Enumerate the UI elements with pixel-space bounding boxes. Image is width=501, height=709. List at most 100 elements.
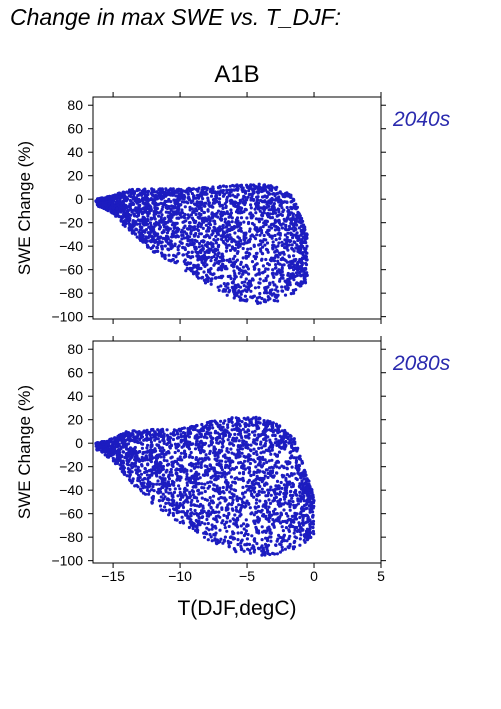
scatter-point [206, 209, 210, 213]
scatter-point [200, 248, 205, 252]
scatter-point [101, 197, 105, 201]
scatter-point [254, 415, 258, 419]
scatter-point [182, 468, 186, 472]
scatter-point [221, 274, 225, 278]
scatter-point [214, 257, 219, 261]
scatter-point [252, 519, 257, 523]
scatter-point [182, 246, 186, 250]
scatter-point [272, 259, 277, 263]
scatter-point [149, 440, 153, 444]
scatter-point [215, 436, 219, 441]
scatter-point [135, 206, 139, 210]
scatter-point [272, 498, 277, 502]
scatter-point [197, 515, 201, 520]
scatter-point [209, 506, 213, 510]
scatter-point [221, 437, 225, 441]
scatter-point [178, 213, 182, 217]
scatter-point [179, 230, 183, 234]
scatter-point [283, 293, 288, 297]
scatter-point [224, 460, 228, 464]
scatter-point [246, 195, 250, 199]
scatter-point [107, 196, 111, 200]
scatter-point [249, 192, 253, 196]
scatter-point [254, 465, 258, 469]
scatter-point [216, 232, 220, 236]
scatter-point [247, 542, 252, 547]
scatter-point [158, 219, 162, 223]
scatter-point [298, 515, 302, 520]
scatter-point [284, 526, 288, 530]
scatter-point [238, 298, 242, 302]
scatter-point [223, 288, 228, 292]
scatter-point [219, 189, 223, 193]
scatter-point [299, 510, 303, 514]
scatter-point [165, 192, 169, 196]
scatter-point [172, 225, 176, 230]
scatter-point [283, 227, 287, 231]
scatter-point [179, 495, 183, 499]
scatter-point [209, 535, 213, 539]
scatter-point [176, 248, 180, 252]
scatter-point [144, 210, 149, 214]
scatter-point [263, 482, 267, 486]
scatter-point [275, 214, 279, 218]
scatter-point [183, 224, 187, 228]
scatter-point [247, 502, 251, 506]
scatter-point [188, 221, 192, 225]
scatter-point [303, 275, 307, 279]
scatter-point [184, 269, 188, 273]
scatter-point [290, 199, 294, 204]
scatter-point [202, 473, 207, 477]
scatter-point [143, 201, 147, 205]
y-tick-label: −80 [59, 285, 83, 301]
scatter-point [182, 490, 186, 494]
scatter-point [283, 428, 287, 433]
scatter-point [234, 550, 238, 554]
scatter-point [167, 253, 171, 257]
scatter-point [146, 476, 150, 480]
scatter-point [136, 188, 140, 192]
scatter-point [257, 285, 261, 289]
scatter-point [218, 501, 222, 505]
scatter-point [124, 445, 128, 449]
scatter-point [299, 242, 303, 246]
scatter-point [268, 212, 272, 216]
scatter-point [283, 539, 287, 543]
scatter-point [213, 419, 217, 423]
scatter-point [142, 206, 146, 210]
scatter-point [132, 229, 136, 233]
scatter-point [242, 237, 246, 241]
scatter-point [183, 230, 187, 234]
scatter-point [139, 472, 144, 476]
scatter-point [285, 491, 289, 495]
scatter-point [153, 206, 157, 210]
scatter-point [125, 213, 129, 218]
scatter-point [253, 537, 257, 541]
scatter-point [282, 263, 286, 267]
scatter-point [264, 276, 268, 280]
scatter-point [141, 199, 145, 203]
scatter-point [275, 185, 279, 189]
scatter-point [199, 465, 203, 469]
scatter-point [304, 491, 308, 495]
scatter-point [207, 528, 211, 532]
scatter-point [176, 235, 180, 239]
scatter-point [292, 240, 296, 244]
scatter-point [301, 269, 306, 273]
scatter-point [263, 243, 267, 247]
y-tick-label: 40 [67, 144, 83, 160]
scatter-point [214, 515, 218, 519]
scatter-point [160, 485, 164, 489]
scatter-point [220, 496, 225, 500]
scatter-point [288, 218, 293, 222]
scatter-point [244, 277, 248, 281]
scatter-point [286, 287, 290, 291]
scatter-point [295, 219, 299, 223]
scatter-point [201, 186, 205, 190]
scatter-point [175, 209, 179, 213]
scatter-point [149, 456, 153, 460]
scatter-point [197, 266, 201, 270]
scatter-point [259, 249, 263, 253]
scatter-point [173, 459, 177, 463]
scatter-point [141, 210, 145, 215]
